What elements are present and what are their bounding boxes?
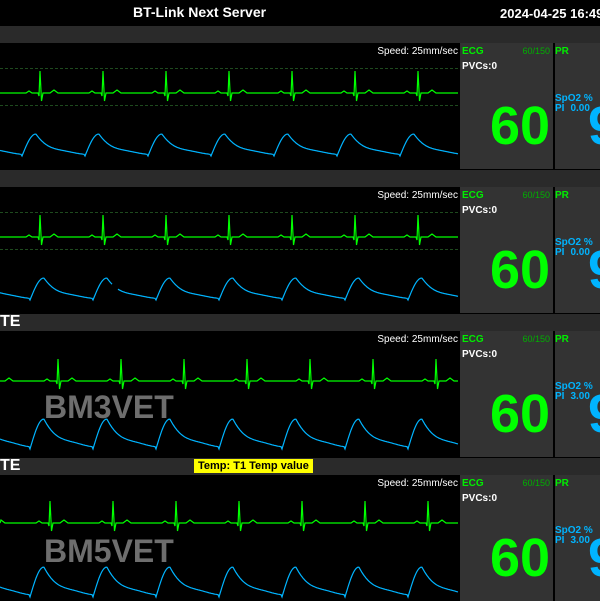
pi-value: 3.00 [570,391,590,402]
heart-rate-value: 60 [490,96,551,156]
pi-label: PI [555,391,565,402]
sweep-speed: Speed: 25mm/sec [377,478,458,489]
pr-parameter-panel[interactable]: PR SpO2 % PI 0.00 9 [555,43,600,169]
spo2-label: SpO2 % [555,381,593,392]
pulse-rate-value: 9 [588,531,600,585]
pvcs-count: PVCs:0 [462,349,498,360]
clock: 2024-04-25 16:49 [500,6,600,21]
ecg-alarm-limits: 60/150 [522,334,550,344]
ecg-waveform [0,358,458,390]
ecg-waveform [0,500,458,532]
pr-label: PR [555,334,569,345]
bed-name: TE [0,458,21,474]
pleth-trace [0,133,459,158]
spo2-label: SpO2 % [555,93,593,104]
waveform-area: Speed: 25mm/sec [0,43,459,169]
bed-header: TE Temp: T1 Temp value [0,458,600,475]
bed-header [0,26,600,43]
pr-parameter-panel[interactable]: PR SpO2 % PI 0.00 9 [555,187,600,313]
bed-header: TE [0,314,600,331]
pi-value: 0.00 [570,103,590,114]
waveform-area: Speed: 25mm/sec [0,187,459,313]
pleth-trace [0,566,459,599]
ecg-parameter-panel[interactable]: ECG 60/150 PVCs:0 60 [460,187,553,313]
pi-value: 3.00 [570,535,590,546]
alarm-message[interactable]: Temp: T1 Temp value [194,459,313,473]
sweep-speed: Speed: 25mm/sec [377,334,458,345]
pulse-rate-value: 9 [588,243,600,297]
bed-monitor-4[interactable]: TE Temp: T1 Temp value Speed: 25mm/sec B… [0,458,600,601]
ecg-alarm-limits: 60/150 [522,190,550,200]
pleth-waveform [0,418,459,451]
pulse-rate-value: 9 [588,99,600,153]
ecg-parameter-panel[interactable]: ECG 60/150 PVCs:0 60 [460,43,553,169]
bed-watermark-label: BM3VET [44,389,174,425]
pr-label: PR [555,46,569,57]
ecg-label: ECG [462,478,484,489]
heart-rate-value: 60 [490,240,551,300]
pleth-trace [0,418,459,451]
pr-parameter-panel[interactable]: PR SpO2 % PI 3.00 9 [555,331,600,457]
pi-readout: PI 0.00 [555,247,590,258]
pi-label: PI [555,535,565,546]
gridline [0,212,458,213]
ecg-trace [0,358,458,390]
pi-readout: PI 3.00 [555,391,590,402]
waveform-area: Speed: 25mm/sec BM3VET [0,331,459,457]
pleth-trace [0,277,459,302]
pulse-rate-value: 9 [588,387,600,441]
pi-label: PI [555,103,565,114]
ecg-parameter-panel[interactable]: ECG 60/150 PVCs:0 60 [460,331,553,457]
pr-label: PR [555,478,569,489]
pleth-waveform [0,277,459,302]
bed-monitor-1[interactable]: Speed: 25mm/sec ECG 60/150 PVCs:0 60 PR … [0,26,600,169]
bed-header [0,170,600,187]
spo2-label: SpO2 % [555,237,593,248]
pvcs-count: PVCs:0 [462,61,498,72]
pvcs-count: PVCs:0 [462,205,498,216]
pi-value: 0.00 [570,247,590,258]
ecg-alarm-limits: 60/150 [522,46,550,56]
heart-rate-value: 60 [490,384,551,444]
waveform-area: Speed: 25mm/sec BM5VET [0,475,459,601]
ecg-trace [0,500,458,532]
sweep-speed: Speed: 25mm/sec [377,46,458,57]
bed-monitor-3[interactable]: TE Speed: 25mm/sec BM3VET ECG 60/150 PVC… [0,314,600,457]
ecg-alarm-limits: 60/150 [522,478,550,488]
gridline [0,105,458,106]
ecg-trace [0,70,458,102]
sweep-speed: Speed: 25mm/sec [377,190,458,201]
ecg-label: ECG [462,46,484,57]
gridline [0,68,458,69]
top-bar: BT-Link Next Server 2024-04-25 16:49 [0,0,600,26]
bed-name: TE [0,314,21,330]
ecg-label: ECG [462,190,484,201]
pleth-waveform [0,566,459,599]
gridline [0,249,458,250]
pi-readout: PI 0.00 [555,103,590,114]
pi-readout: PI 3.00 [555,535,590,546]
spo2-label: SpO2 % [555,525,593,536]
pr-parameter-panel[interactable]: PR SpO2 % PI 3.00 9 [555,475,600,601]
pi-label: PI [555,247,565,258]
pvcs-count: PVCs:0 [462,493,498,504]
bed-monitor-2[interactable]: Speed: 25mm/sec ECG 60/150 PVCs:0 60 PR … [0,170,600,313]
ecg-trace [0,214,458,246]
bed-watermark-label: BM5VET [44,533,174,569]
pr-label: PR [555,190,569,201]
ecg-waveform [0,70,458,102]
ecg-parameter-panel[interactable]: ECG 60/150 PVCs:0 60 [460,475,553,601]
app-title: BT-Link Next Server [133,4,267,20]
pleth-waveform [0,133,459,158]
ecg-label: ECG [462,334,484,345]
ecg-waveform [0,214,458,246]
heart-rate-value: 60 [490,528,551,588]
